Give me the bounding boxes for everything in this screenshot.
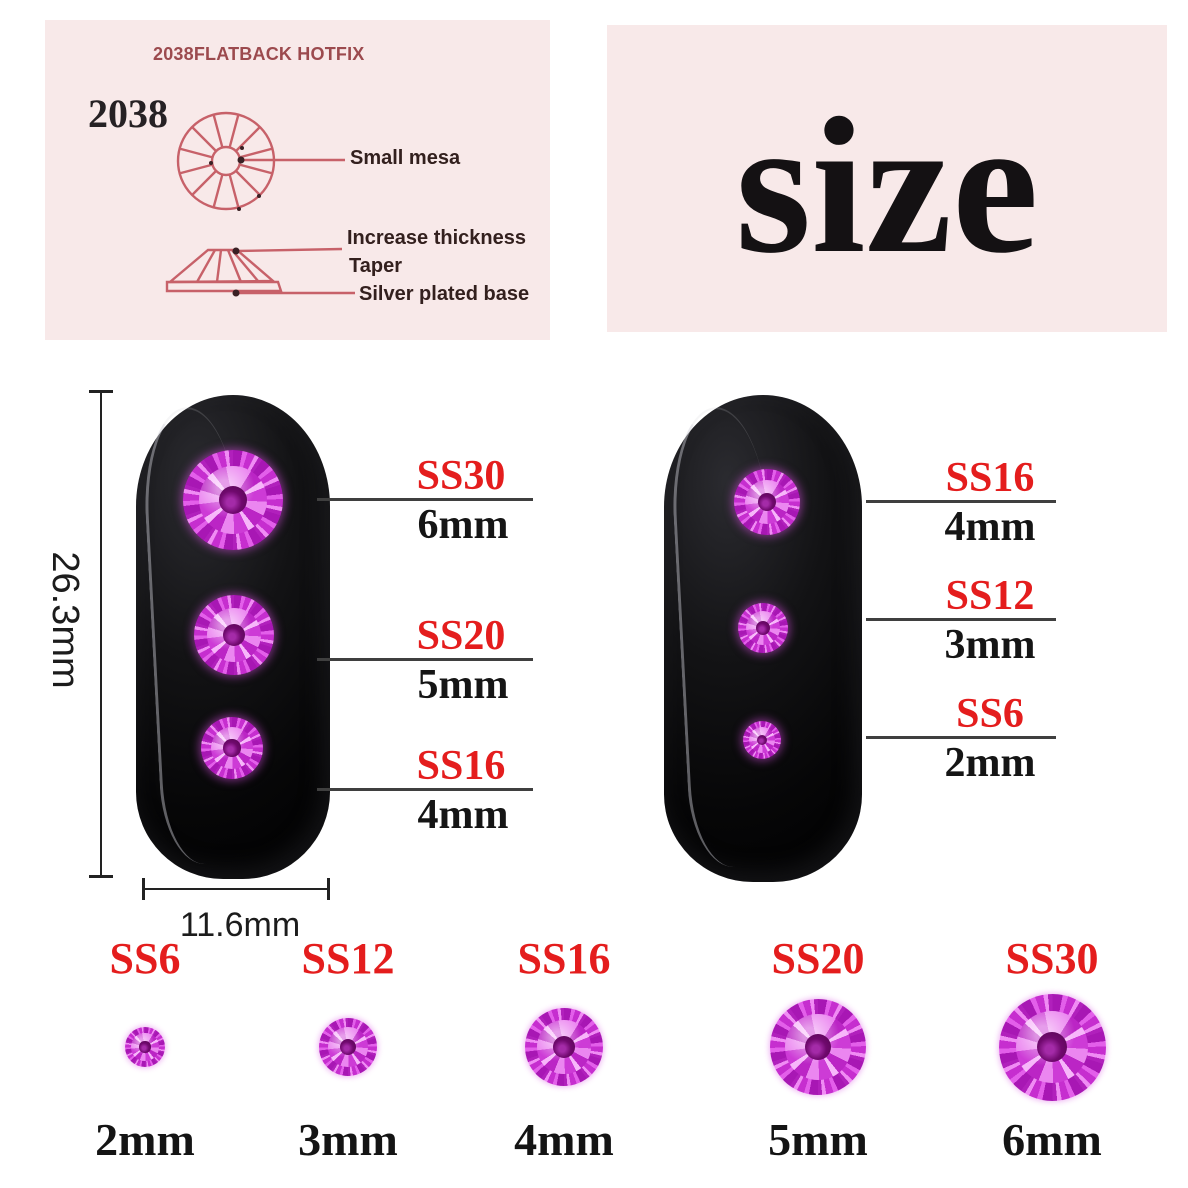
size-code-label: SS16 (945, 455, 1035, 501)
label-silver-plated-base: Silver plated base (359, 283, 530, 305)
rhinestone-gem-3mm (319, 1018, 377, 1076)
nail-width-dimension-line (142, 878, 330, 900)
size-code-label: SS20 (416, 613, 506, 659)
diameter-label: 4mm (417, 792, 509, 838)
size-code-label: SS12 (301, 934, 395, 983)
callout-ss12: SS12 3mm (866, 573, 1056, 668)
rhinestone-gem-4mm (201, 717, 263, 779)
label-increase-thickness: Increase thickness (347, 227, 526, 249)
dimension-bar (145, 887, 327, 891)
spec-card-title: 2038FLATBACK HOTFIX (153, 44, 365, 64)
nail-height-dimension-line (88, 390, 114, 878)
size-code-label: SS30 (416, 453, 506, 499)
gem-box (998, 982, 1106, 1112)
diameter-label: 5mm (768, 1114, 868, 1165)
diameter-label: 6mm (1002, 1114, 1102, 1165)
nail-right (664, 395, 862, 882)
diameter-label: 5mm (417, 662, 509, 708)
gem-mesa-circle (210, 145, 242, 177)
dimension-cap (89, 390, 113, 393)
size-chart-column-ss20: SS20 5mm (728, 936, 908, 1164)
size-code-label: SS6 (109, 934, 181, 983)
nail-height-label: 26.3mm (44, 551, 86, 689)
size-code-label: SS6 (956, 691, 1024, 737)
gem-box (125, 982, 165, 1112)
size-code-label: SS16 (517, 934, 611, 983)
thickness-leader-line (235, 247, 343, 253)
nail-left (136, 395, 330, 879)
size-code-label: SS12 (945, 573, 1035, 619)
callout-ss16-right: SS16 4mm (866, 455, 1056, 550)
leader-line (866, 736, 1056, 739)
dimension-cap (327, 878, 330, 900)
gem-base-outline (165, 280, 283, 293)
nail-width-label: 11.6mm (179, 906, 301, 944)
size-chart-column-ss12: SS12 3mm (258, 936, 438, 1164)
diameter-label: 4mm (944, 504, 1036, 550)
leader-line (317, 498, 533, 501)
size-chart-column-ss30: SS30 6mm (962, 936, 1142, 1164)
leader-line (317, 658, 533, 661)
size-code-label: SS20 (771, 934, 865, 983)
gem-box (770, 982, 866, 1112)
size-code-label: SS30 (1005, 934, 1099, 983)
model-number: 2038 (88, 91, 168, 136)
callout-ss16-left: SS16 4mm (317, 743, 533, 838)
size-heading: size (735, 78, 1039, 294)
dimension-cap (89, 875, 113, 878)
rhinestone-gem-6mm (998, 993, 1106, 1101)
callout-ss30: SS30 6mm (317, 453, 533, 548)
leader-line (866, 500, 1056, 503)
diameter-label: 6mm (417, 502, 509, 548)
gem-box (525, 982, 603, 1112)
rhinestone-gem-5mm (194, 595, 274, 675)
leader-line (317, 788, 533, 791)
rhinestone-gem-4mm (734, 469, 800, 535)
leader-line (866, 618, 1056, 621)
rhinestone-gem-6mm (183, 450, 283, 550)
size-chart-column-ss16: SS16 4mm (474, 936, 654, 1164)
callout-ss20: SS20 5mm (317, 613, 533, 708)
gem-box (319, 982, 377, 1112)
diameter-label: 2mm (944, 740, 1036, 786)
rhinestone-gem-5mm (770, 999, 866, 1095)
size-code-label: SS16 (416, 743, 506, 789)
size-chart-column-ss6: SS6 2mm (55, 936, 235, 1164)
label-taper: Taper (349, 255, 402, 277)
callout-ss6: SS6 2mm (866, 691, 1056, 786)
rhinestone-gem-2mm (125, 1027, 165, 1067)
diameter-label: 3mm (944, 622, 1036, 668)
rhinestone-structure-diagram (165, 111, 355, 297)
diameter-label: 4mm (514, 1114, 614, 1165)
dimension-bar (99, 393, 103, 875)
diameter-label: 2mm (95, 1114, 195, 1165)
dimension-cap (142, 878, 145, 900)
rhinestone-gem-3mm (738, 603, 788, 653)
diameter-label: 3mm (298, 1114, 398, 1165)
rhinestone-gem-4mm (525, 1008, 603, 1086)
spec-card: 2038FLATBACK HOTFIX 2038 (45, 20, 550, 340)
size-card: size (607, 25, 1167, 332)
rhinestone-gem-2mm (743, 721, 781, 759)
label-small-mesa: Small mesa (350, 147, 461, 169)
